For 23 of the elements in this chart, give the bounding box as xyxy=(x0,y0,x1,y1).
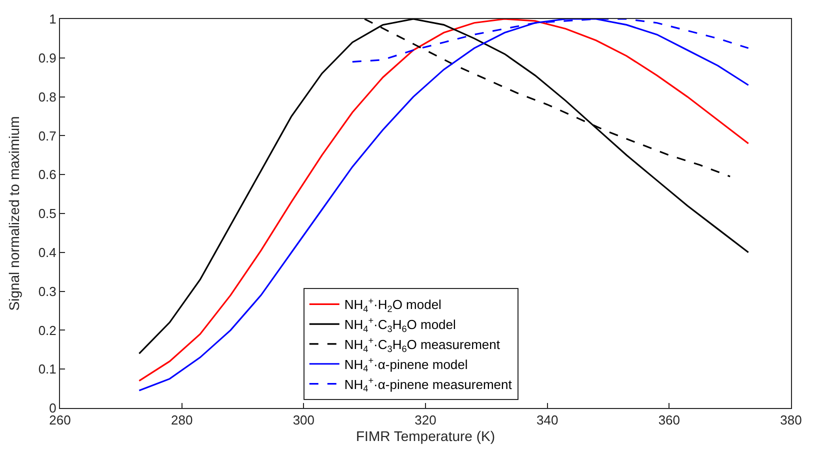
y-axis-title: Signal normalized to maximium xyxy=(6,116,22,311)
y-tick-label: 0.4 xyxy=(38,244,56,260)
legend-label: NH$_{4}$$^{+}$·α-pinene model xyxy=(344,355,468,374)
y-tick-label: 0.3 xyxy=(38,284,56,299)
legend-label: NH$_{4}$$^{+}$·C$_{3}$H$_{6}$O measurement xyxy=(344,336,500,354)
y-tick-label: 0.8 xyxy=(38,89,56,104)
y-tick-label: 0.9 xyxy=(38,50,56,66)
y-tick-label: 0.6 xyxy=(38,167,56,182)
x-axis-title: FIMR Temperature (K) xyxy=(356,428,495,444)
legend-label: NH$_{4}$$^{+}$·α-pinene measurement xyxy=(344,375,512,394)
legend-label: NH$_{4}$$^{+}$·C$_{3}$H$_{6}$O model xyxy=(344,316,456,334)
x-tick-label: 340 xyxy=(536,412,558,428)
x-tick-label: 360 xyxy=(658,412,680,428)
legend-label: NH$_{4}$$^{+}$·H$_{2}$O model xyxy=(344,296,442,314)
x-tick-label: 380 xyxy=(780,412,802,428)
y-tick-label: 1 xyxy=(49,12,56,27)
y-tick-label: 0.7 xyxy=(38,128,56,144)
y-tick-label: 0.1 xyxy=(38,362,56,377)
y-tick-label: 0.2 xyxy=(38,322,56,338)
x-tick-label: 300 xyxy=(292,412,315,428)
y-tick-label: 0.5 xyxy=(38,206,56,222)
x-tick-label: 280 xyxy=(170,412,193,428)
x-tick-label: 320 xyxy=(414,412,436,428)
